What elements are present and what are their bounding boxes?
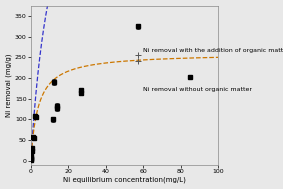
- Y-axis label: Ni removal (mg/g): Ni removal (mg/g): [6, 53, 12, 117]
- Text: Ni removal without organic matter: Ni removal without organic matter: [143, 87, 252, 92]
- Text: Ni removal with the addition of organic matter: Ni removal with the addition of organic …: [143, 48, 283, 53]
- X-axis label: Ni equilibrium concentration(mg/L): Ni equilibrium concentration(mg/L): [63, 177, 186, 184]
